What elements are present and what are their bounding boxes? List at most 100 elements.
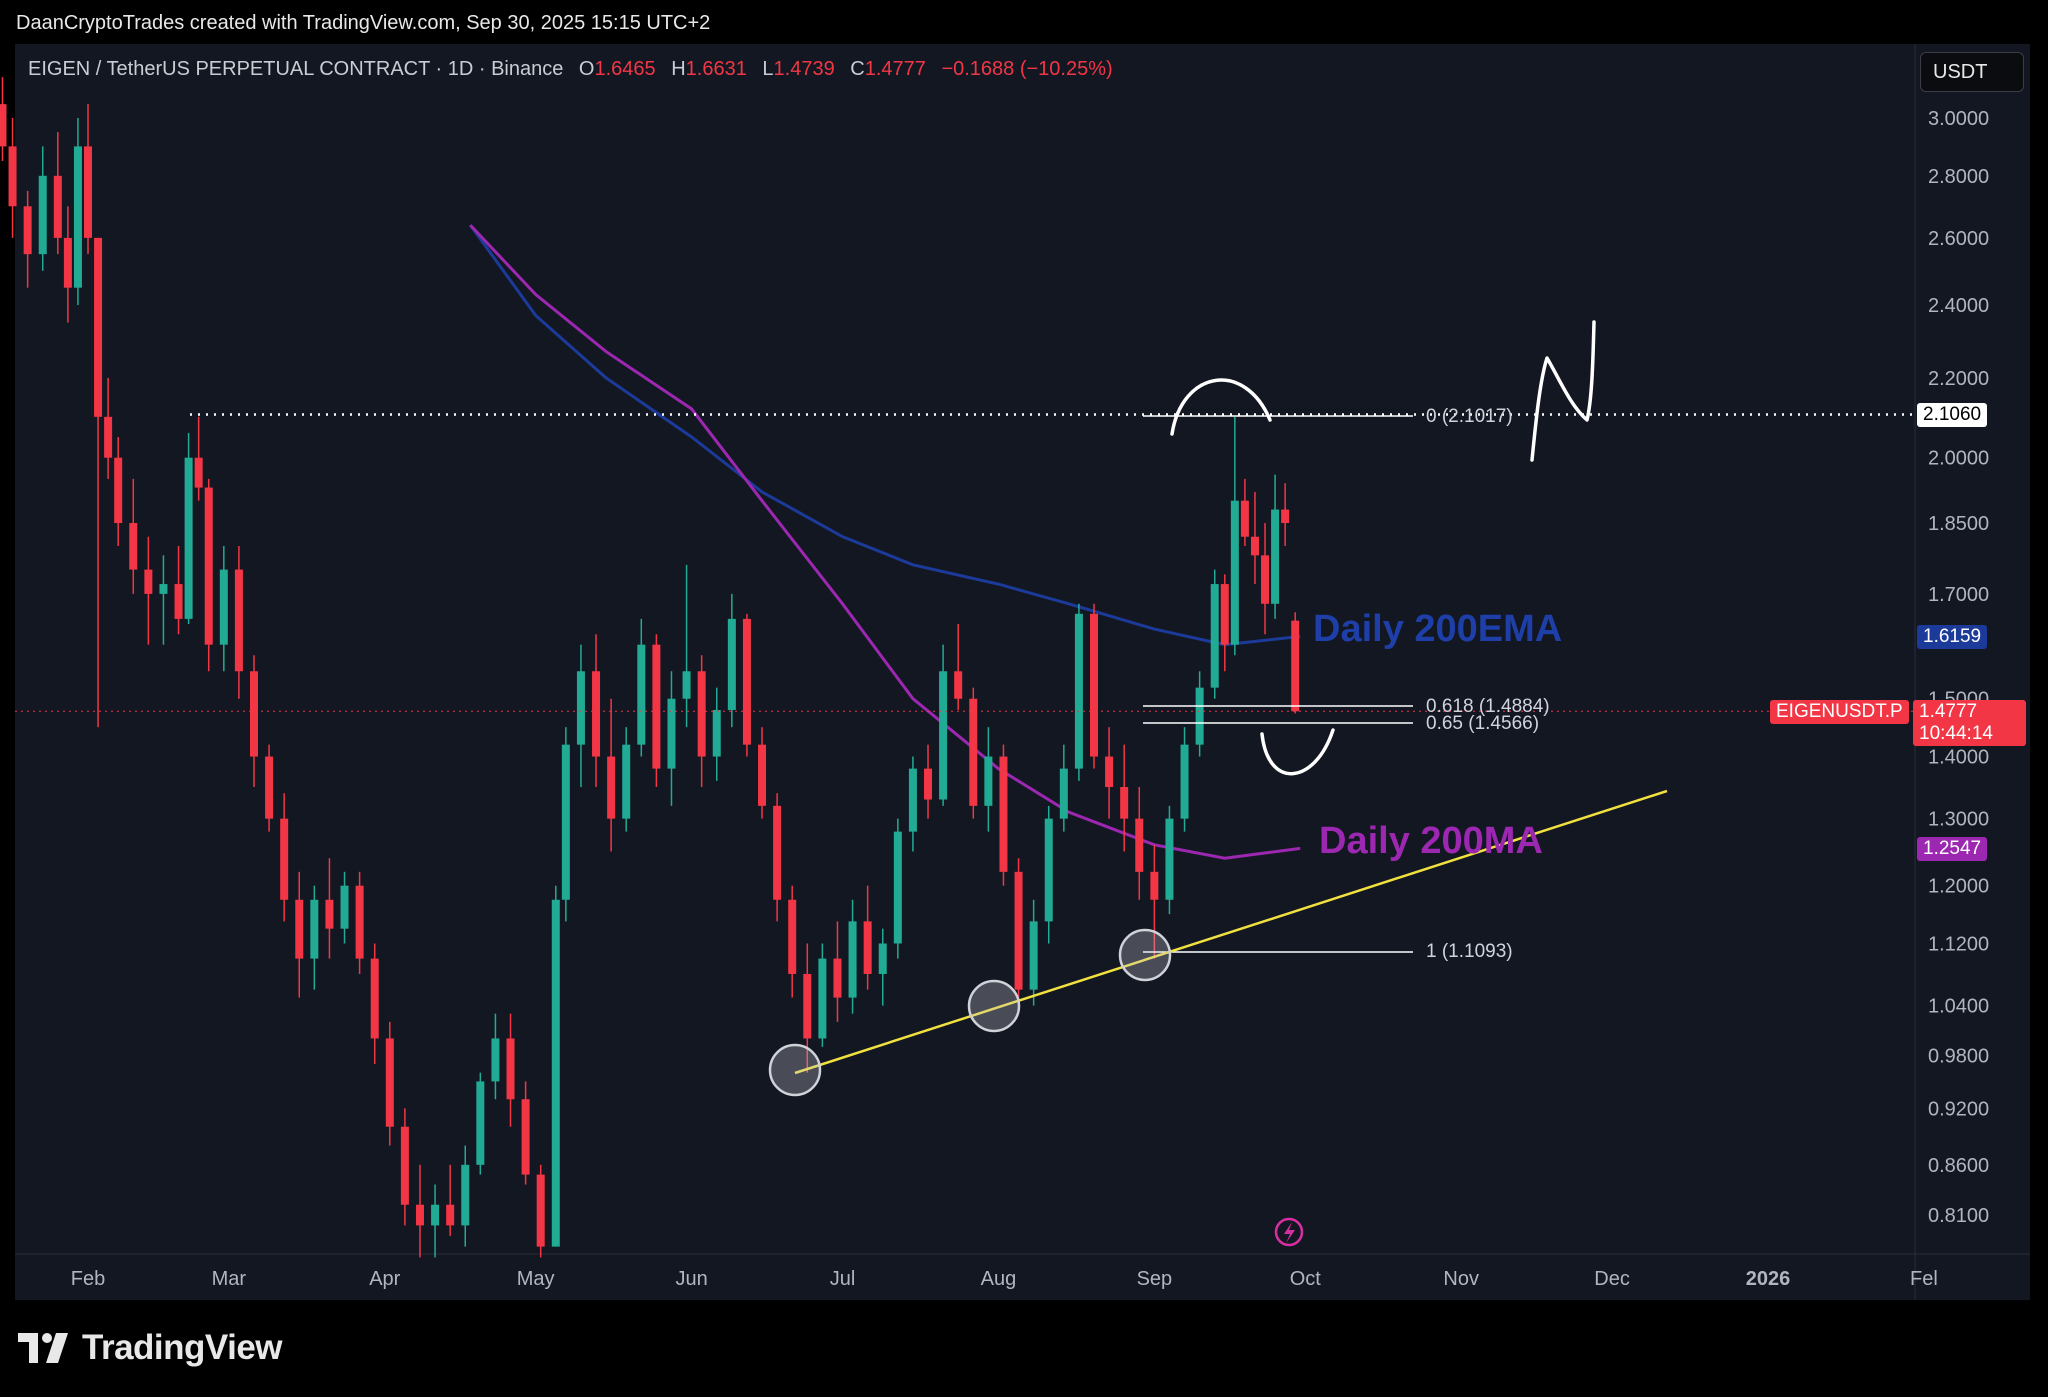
candle-body [551, 899, 560, 1247]
candle-body [536, 1174, 545, 1247]
candle-body [561, 744, 570, 900]
price-tick: 2.6000 [1928, 228, 1989, 250]
legend-close-label: C [850, 58, 865, 80]
ema-200-line [469, 224, 1301, 647]
candle-body [1291, 620, 1300, 712]
candle-body [310, 899, 319, 959]
price-tick: 2.0000 [1928, 448, 1989, 470]
price-tick: 1.7000 [1928, 584, 1989, 606]
ma-annotation: Daily 200MA [1319, 820, 1543, 862]
candle-body [1165, 818, 1174, 900]
candle-body [400, 1126, 409, 1205]
candle-body [23, 206, 32, 255]
candle-body [63, 237, 72, 288]
time-tick: Aug [981, 1268, 1017, 1290]
event-marker-icon [1274, 1217, 1304, 1247]
candle-body [697, 671, 706, 757]
candle-body [984, 756, 993, 806]
candle-body [1195, 687, 1204, 745]
candle-body [1150, 871, 1159, 900]
time-tick: May [517, 1268, 555, 1290]
candle-body [999, 756, 1008, 872]
legend-high: 1.6631 [685, 58, 747, 80]
candle-body [818, 958, 827, 1039]
price-tick: 3.0000 [1928, 108, 1989, 130]
candle-body [924, 768, 933, 800]
candle-body [325, 899, 334, 929]
candle-body [893, 831, 902, 944]
candle-body [1210, 584, 1219, 688]
legend-symbol: EIGEN / TetherUS PERPETUAL CONTRACT · 1D… [28, 58, 564, 80]
candle-body [506, 1038, 515, 1100]
fib-level-0618: 0.618 (1.4884) [1426, 696, 1550, 717]
lightning-icon [1284, 1222, 1295, 1243]
candle-body [1105, 756, 1114, 788]
tv-logo-icon [18, 1333, 68, 1363]
candle-body [114, 457, 123, 524]
legend-close: 1.4777 [864, 58, 926, 80]
high-level-price-tag: 2.1060 [1917, 403, 1988, 427]
time-tick: Jul [830, 1268, 856, 1290]
candle-body [265, 756, 274, 819]
currency-selector[interactable]: USDT [1920, 52, 2024, 92]
last-price: 1.4777 [1919, 701, 1978, 722]
candle-body [159, 584, 168, 594]
top-arc-drawing [1170, 378, 1272, 436]
candle-body [1240, 500, 1249, 537]
time-tick: Nov [1443, 1268, 1479, 1290]
candle-body [1220, 584, 1229, 645]
price-tick: 1.4000 [1928, 747, 1989, 769]
candle-body [355, 885, 364, 959]
fib-level-065: 0.65 (1.4566) [1426, 713, 1540, 734]
candle-body [184, 457, 193, 619]
time-tick: 2026 [1746, 1268, 1791, 1290]
candle-body [803, 973, 812, 1039]
candle-body [576, 671, 585, 745]
price-tick: 1.3000 [1928, 809, 1989, 831]
candle-body [1090, 613, 1098, 757]
candle-body [8, 146, 17, 207]
time-tick: Feb [71, 1268, 105, 1290]
time-tick: Oct [1290, 1268, 1322, 1290]
price-tick: 1.0400 [1928, 996, 1989, 1018]
symbol-tag: EIGENUSDT.P [1770, 700, 1909, 724]
candle-body [521, 1099, 530, 1175]
candle-body [637, 644, 646, 745]
fib-level-0: 0 (2.1017) [1426, 406, 1513, 427]
candle-body [742, 618, 751, 745]
time-tick: Mar [212, 1268, 247, 1290]
candle-body [174, 584, 183, 619]
candle-body [788, 899, 797, 974]
candle-body [219, 569, 228, 645]
time-tick: Dec [1594, 1268, 1630, 1290]
price-tick: 1.1200 [1928, 934, 1989, 956]
ascending-trendline [794, 789, 1668, 1075]
candle-body [607, 756, 616, 819]
price-tick: 1.2000 [1928, 876, 1989, 898]
price-tick: 0.9200 [1928, 1098, 1989, 1120]
candle-body [939, 671, 948, 800]
candle-body [863, 921, 872, 974]
candle-body [667, 698, 676, 769]
candle-body [385, 1038, 394, 1127]
swing-low-marker [768, 1043, 822, 1097]
candle-body [758, 744, 767, 806]
legend-high-label: H [671, 58, 686, 80]
candle-body [1281, 509, 1290, 524]
candle-body [1059, 768, 1068, 819]
candle-body [0, 104, 7, 147]
candle-body [340, 885, 349, 929]
time-axis: Feb Mar Apr May Jun Jul Aug Sep Oct Nov Dec 2026 Fel [71, 1268, 1938, 1290]
candle-body [280, 818, 289, 900]
candle-body [431, 1204, 440, 1226]
candle-body [249, 671, 258, 757]
candle-body [773, 805, 782, 900]
time-tick: Fel [1910, 1268, 1938, 1290]
brand-name: TradingView [82, 1328, 283, 1367]
plot-area[interactable] [15, 44, 2030, 1300]
candle-body [908, 768, 917, 832]
candle-body [73, 146, 82, 288]
tradingview-logo[interactable]: TradingView [18, 1328, 283, 1368]
candle-body [1180, 744, 1189, 819]
